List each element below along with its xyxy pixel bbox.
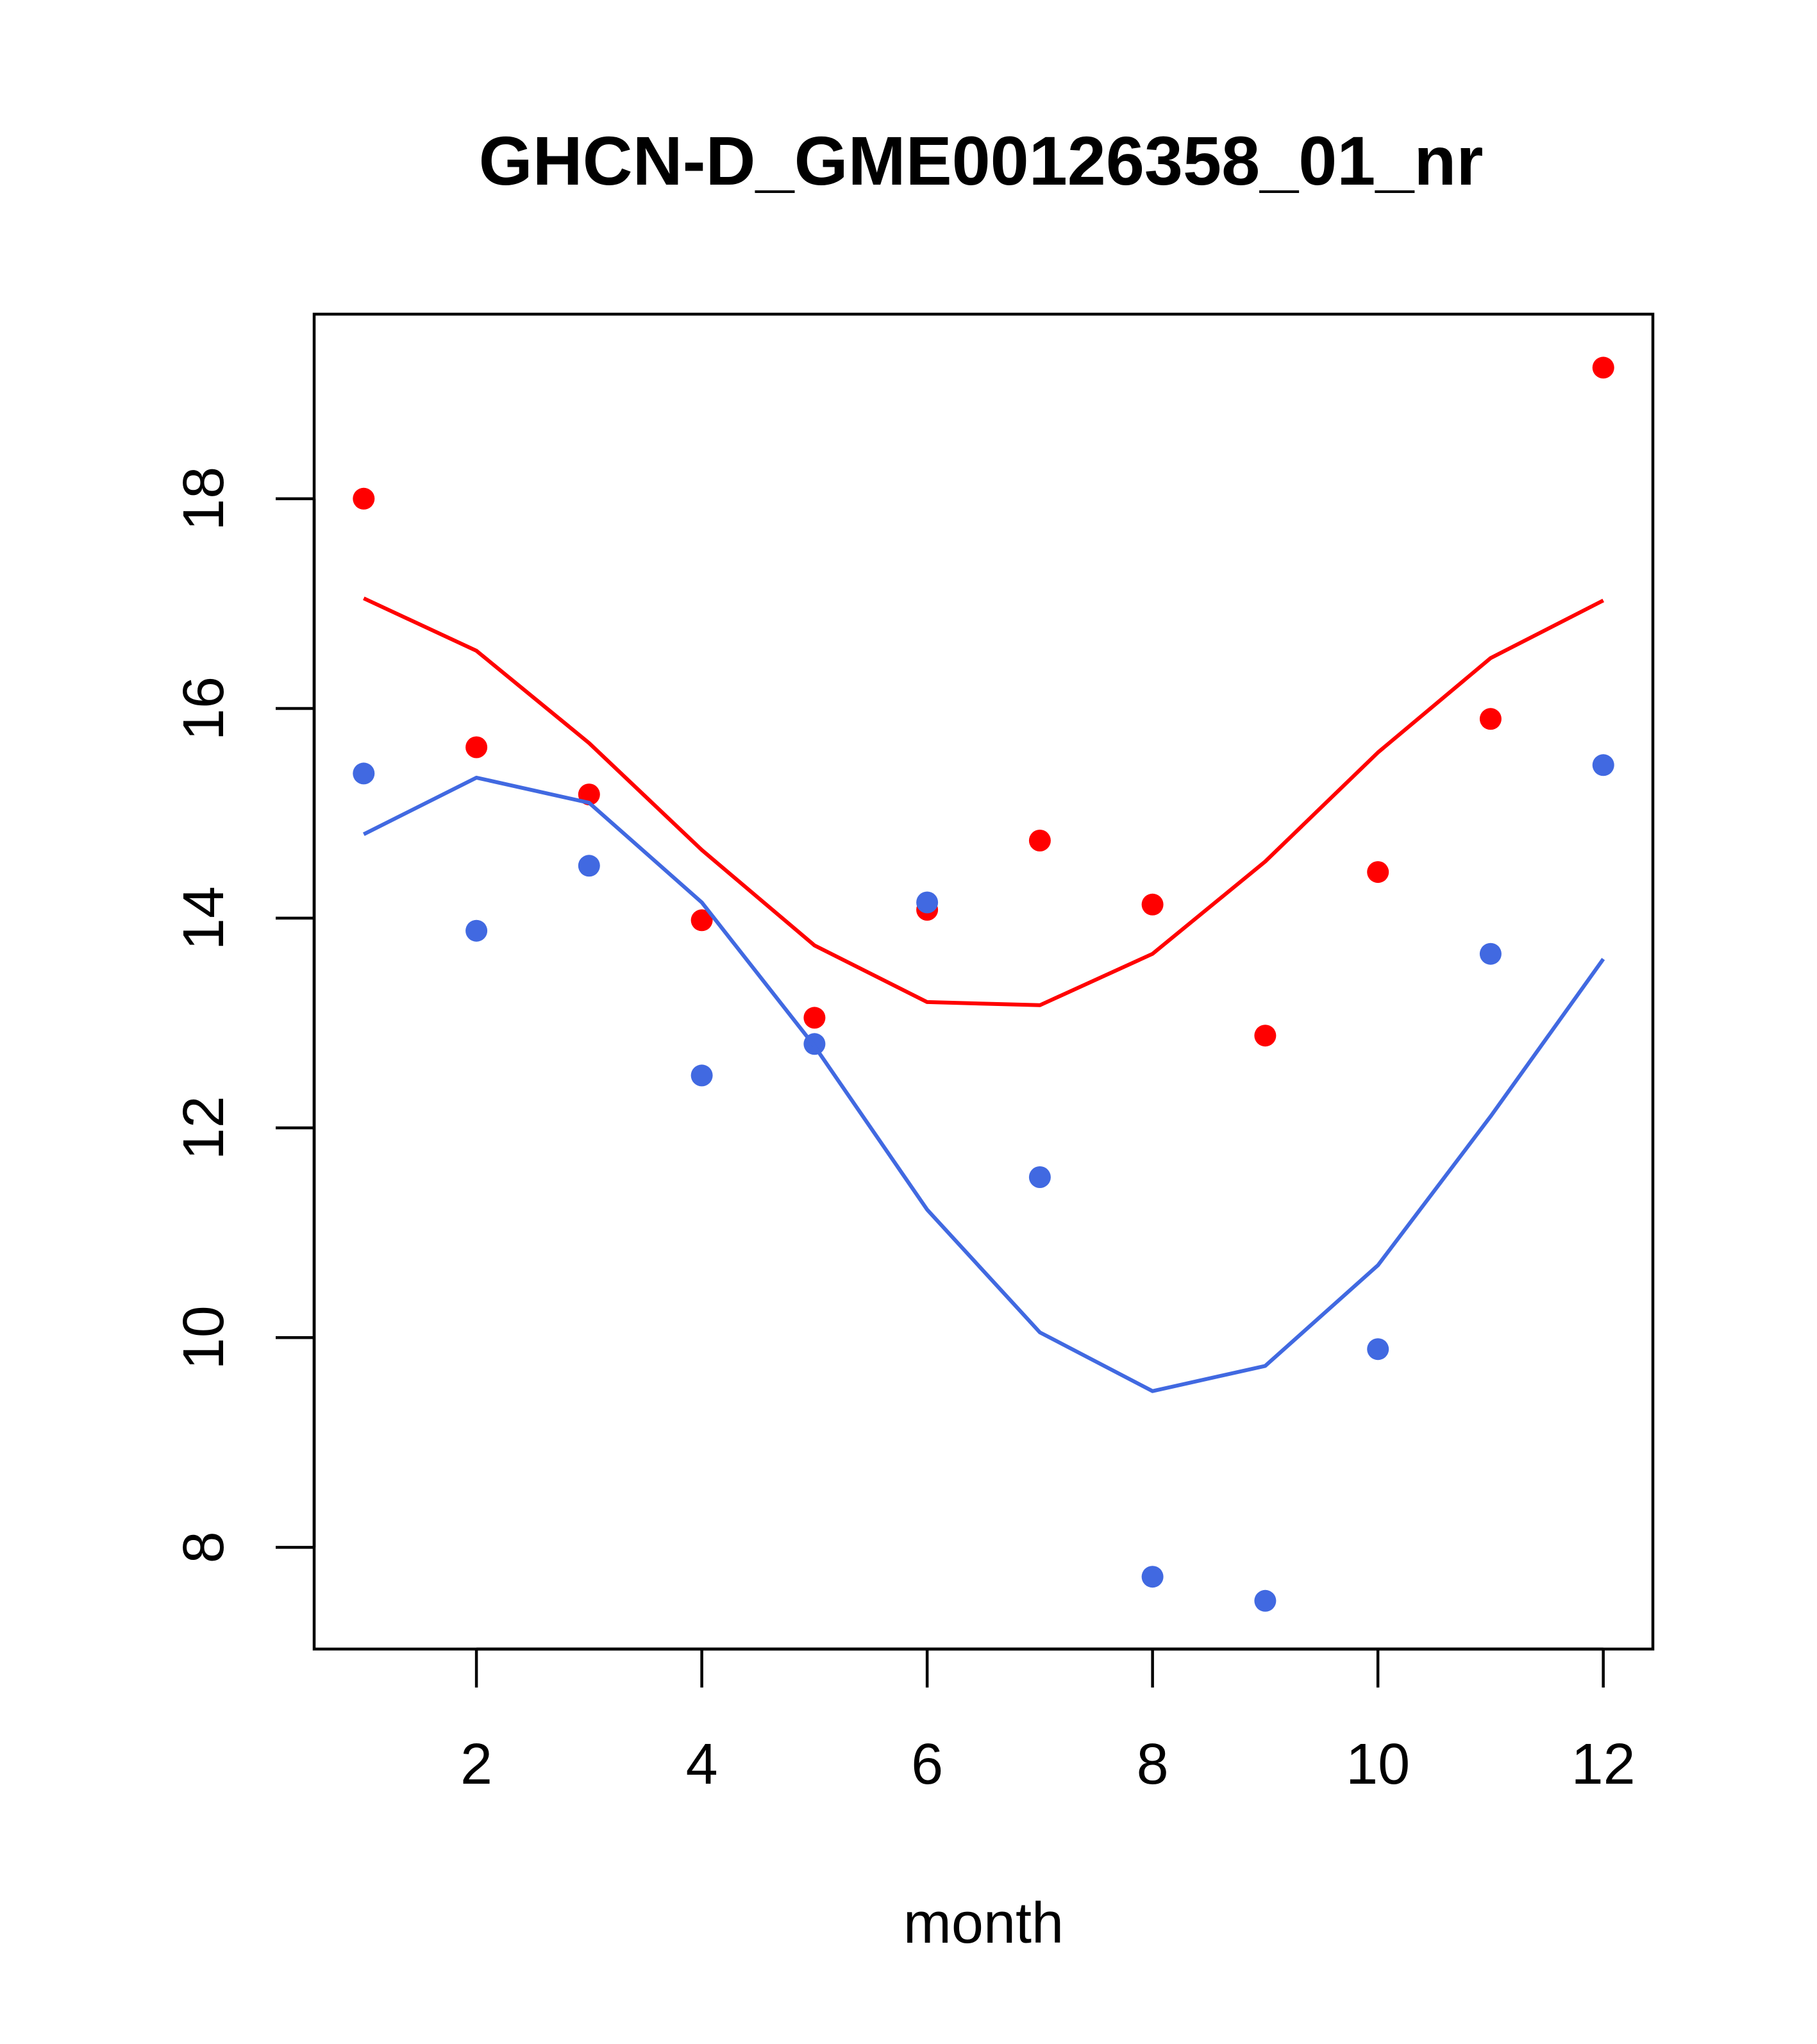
red-point-7	[1028, 830, 1051, 851]
red-point-4	[691, 909, 713, 932]
plot-area	[353, 356, 1614, 1612]
x-axis: 2 4 6 8 10 12	[460, 1647, 1636, 1797]
blue-point-2	[465, 919, 488, 942]
y-axis: 8 10 12 14 16 18	[172, 467, 316, 1563]
y-tick-label-10: 10	[172, 1305, 236, 1370]
x-tick-label-10: 10	[1346, 1732, 1410, 1797]
blue-point-7	[1028, 1166, 1051, 1188]
red-point-2	[465, 736, 488, 758]
blue-point-6	[916, 891, 939, 914]
blue-series-line	[362, 775, 1605, 1393]
y-tick-label-8: 8	[172, 1531, 236, 1563]
red-point-5	[803, 1007, 826, 1029]
blue-point-11	[1479, 942, 1502, 965]
blue-point-3	[578, 855, 600, 877]
red-point-9	[1254, 1025, 1277, 1047]
x-tick-label-8: 8	[1137, 1732, 1169, 1797]
x-tick-label-4: 4	[686, 1732, 718, 1797]
x-tick-label-12: 12	[1571, 1732, 1636, 1797]
blue-point-1	[353, 762, 375, 785]
red-point-8	[1141, 893, 1164, 916]
red-series-line	[363, 596, 1605, 1007]
red-point-1	[353, 487, 375, 510]
blue-point-8	[1141, 1566, 1164, 1588]
x-axis-label: month	[903, 1891, 1064, 1956]
y-tick-label-18: 18	[172, 467, 236, 531]
red-point-11	[1479, 708, 1502, 730]
blue-point-12	[1592, 754, 1614, 776]
plot-frame	[312, 312, 1655, 1651]
chart-title: GHCN-D_GME00126358_01_nr	[479, 122, 1484, 199]
blue-point-9	[1254, 1589, 1277, 1612]
red-point-12	[1592, 356, 1614, 379]
red-point-10	[1367, 861, 1389, 884]
blue-point-10	[1367, 1338, 1389, 1361]
y-tick-label-16: 16	[172, 676, 236, 741]
blue-point-4	[691, 1064, 713, 1087]
y-tick-label-14: 14	[172, 886, 236, 950]
x-tick-label-2: 2	[460, 1732, 492, 1797]
y-tick-label-12: 12	[172, 1096, 236, 1160]
x-tick-label-6: 6	[911, 1732, 943, 1797]
